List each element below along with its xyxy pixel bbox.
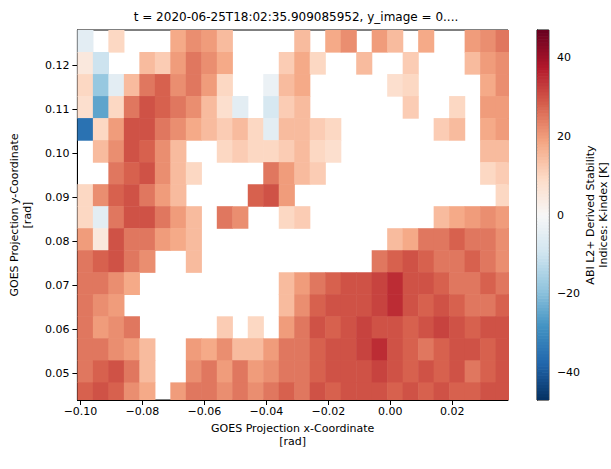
svg-text:0.02: 0.02 — [440, 405, 465, 418]
svg-text:t = 2020-06-25T18:02:35.909085: t = 2020-06-25T18:02:35.909085952, y_ima… — [134, 10, 459, 24]
svg-text:−0.04: −0.04 — [250, 405, 284, 418]
svg-text:−0.10: −0.10 — [64, 405, 98, 418]
svg-text:0.05: 0.05 — [45, 367, 70, 380]
svg-text:40: 40 — [557, 51, 571, 64]
svg-text:−20: −20 — [557, 287, 580, 300]
svg-text:0.10: 0.10 — [45, 147, 70, 160]
svg-text:GOES Projection x-Coordinate: GOES Projection x-Coordinate — [211, 422, 375, 435]
svg-text:0: 0 — [557, 209, 564, 222]
svg-text:0.08: 0.08 — [45, 235, 70, 248]
svg-text:0.06: 0.06 — [45, 323, 70, 336]
svg-text:0.11: 0.11 — [45, 103, 70, 116]
svg-text:−0.02: −0.02 — [311, 405, 345, 418]
svg-text:−0.08: −0.08 — [126, 405, 160, 418]
svg-text:−0.06: −0.06 — [188, 405, 222, 418]
svg-text:−40: −40 — [557, 366, 580, 379]
svg-text:0.07: 0.07 — [45, 279, 70, 292]
svg-text:0.00: 0.00 — [378, 405, 403, 418]
svg-text:Indices: K-index [K]: Indices: K-index [K] — [597, 162, 610, 267]
svg-text:0.12: 0.12 — [45, 59, 70, 72]
svg-text:ABI L2+ Derived Stability: ABI L2+ Derived Stability — [584, 145, 597, 285]
svg-text:GOES Projection y-Coordinate: GOES Projection y-Coordinate — [8, 133, 21, 296]
svg-text:20: 20 — [557, 130, 571, 143]
svg-text:[rad]: [rad] — [21, 202, 34, 229]
svg-text:0.09: 0.09 — [45, 191, 70, 204]
svg-text:[rad]: [rad] — [279, 435, 306, 448]
